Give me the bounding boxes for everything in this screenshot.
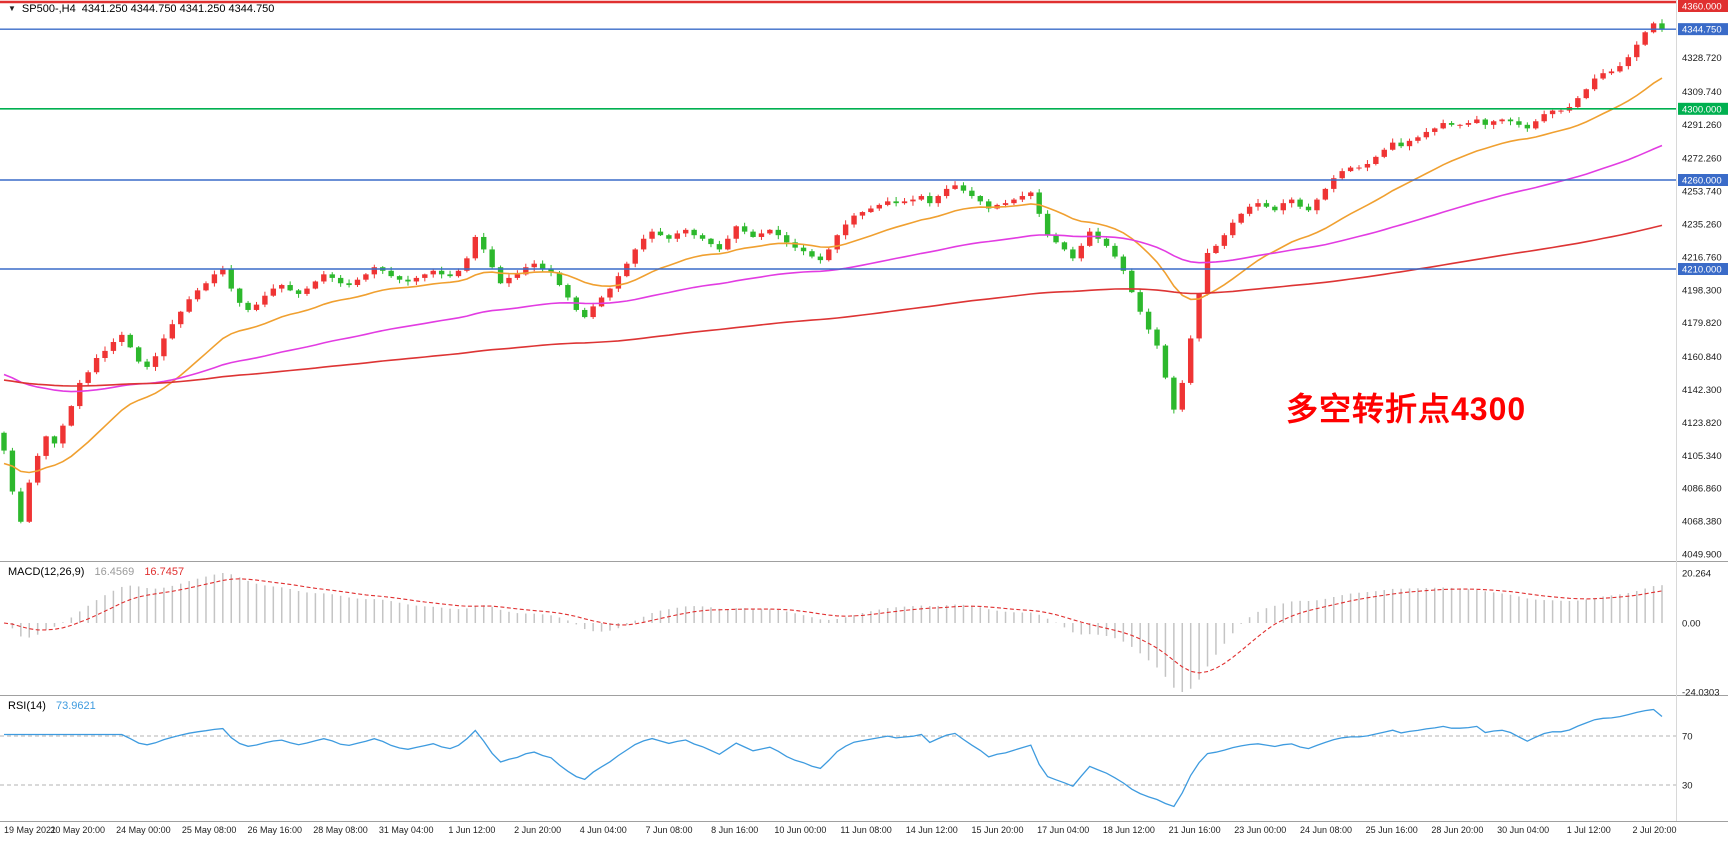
svg-text:23 Jun 00:00: 23 Jun 00:00 (1234, 825, 1286, 835)
macd-main-value: 16.4569 (94, 566, 135, 578)
svg-text:14 Jun 12:00: 14 Jun 12:00 (906, 825, 958, 835)
svg-text:4344.750: 4344.750 (1682, 25, 1722, 36)
svg-text:4328.720: 4328.720 (1682, 53, 1722, 64)
svg-text:4291.260: 4291.260 (1682, 120, 1722, 131)
svg-text:4105.340: 4105.340 (1682, 451, 1722, 462)
svg-text:20.264: 20.264 (1682, 569, 1711, 580)
price-axis-labels: 4328.720 4309.740 4291.260 4272.260 4253.740… (1682, 53, 1722, 560)
indicator-axis-labels: 20.264 0.00 -24.0303 70 30 (1682, 569, 1720, 792)
svg-text:2 Jun 20:00: 2 Jun 20:00 (514, 825, 561, 835)
svg-text:17 Jun 04:00: 17 Jun 04:00 (1037, 825, 1089, 835)
svg-text:4253.740: 4253.740 (1682, 187, 1722, 198)
svg-text:70: 70 (1682, 732, 1693, 743)
svg-text:19 May 2021: 19 May 2021 (4, 825, 56, 835)
ma-slow-line (3, 224, 1663, 387)
svg-text:4309.740: 4309.740 (1682, 87, 1722, 98)
svg-text:20 May 20:00: 20 May 20:00 (50, 825, 105, 835)
svg-text:4272.260: 4272.260 (1682, 154, 1722, 165)
svg-text:28 Jun 20:00: 28 Jun 20:00 (1431, 825, 1483, 835)
svg-text:26 May 16:00: 26 May 16:00 (248, 825, 303, 835)
svg-text:1 Jun 12:00: 1 Jun 12:00 (448, 825, 495, 835)
svg-text:4235.260: 4235.260 (1682, 220, 1722, 231)
svg-text:8 Jun 16:00: 8 Jun 16:00 (711, 825, 758, 835)
svg-text:4086.860: 4086.860 (1682, 484, 1722, 495)
svg-text:1 Jul 12:00: 1 Jul 12:00 (1567, 825, 1611, 835)
svg-text:4068.380: 4068.380 (1682, 517, 1722, 528)
svg-text:4216.760: 4216.760 (1682, 252, 1722, 263)
svg-text:4142.300: 4142.300 (1682, 385, 1722, 396)
svg-text:25 Jun 16:00: 25 Jun 16:00 (1366, 825, 1418, 835)
level-lines (0, 0, 1677, 270)
svg-text:0.00: 0.00 (1682, 619, 1701, 630)
symbol-period-label: SP500-,H4 (21, 3, 76, 15)
macd-indicator-label: MACD(12,26,9) 16.4569 16.7457 (8, 566, 191, 578)
svg-text:28 May 08:00: 28 May 08:00 (313, 825, 368, 835)
rsi-line (4, 708, 1663, 808)
symbol-info: ▼ SP500-,H4 4341.250 4344.750 4341.250 4… (8, 3, 274, 15)
svg-text:30 Jun 04:00: 30 Jun 04:00 (1497, 825, 1549, 835)
candles (1, 19, 1665, 524)
svg-text:31 May 04:00: 31 May 04:00 (379, 825, 434, 835)
svg-text:4198.300: 4198.300 (1682, 285, 1722, 296)
svg-text:24 Jun 08:00: 24 Jun 08:00 (1300, 825, 1352, 835)
svg-text:4 Jun 04:00: 4 Jun 04:00 (580, 825, 627, 835)
svg-text:4179.820: 4179.820 (1682, 318, 1722, 329)
macd-signal-value: 16.7457 (144, 566, 185, 578)
collapse-icon[interactable]: ▼ (8, 4, 16, 13)
svg-text:-24.0303: -24.0303 (1682, 688, 1720, 699)
ma-mid-line (3, 144, 1663, 393)
svg-text:2 Jul 20:00: 2 Jul 20:00 (1632, 825, 1676, 835)
svg-text:10 Jun 00:00: 10 Jun 00:00 (774, 825, 826, 835)
svg-text:30: 30 (1682, 781, 1693, 792)
rsi-value: 73.9621 (55, 700, 96, 712)
svg-text:4260.000: 4260.000 (1682, 176, 1722, 187)
symbol-ohlc-values: 4341.250 4344.750 4341.250 4344.750 (81, 3, 275, 15)
svg-text:18 Jun 12:00: 18 Jun 12:00 (1103, 825, 1155, 835)
svg-text:4160.840: 4160.840 (1682, 352, 1722, 363)
price-level-chips: 4360.000 4344.750 4300.000 4260.000 4210.000 (1678, 0, 1728, 276)
macd-signal-line (3, 578, 1663, 674)
annotation-text: 多空转折点4300 (1286, 391, 1527, 427)
svg-text:4210.000: 4210.000 (1682, 265, 1722, 276)
svg-text:21 Jun 16:00: 21 Jun 16:00 (1169, 825, 1221, 835)
svg-text:15 Jun 20:00: 15 Jun 20:00 (971, 825, 1023, 835)
svg-text:4300.000: 4300.000 (1682, 104, 1722, 115)
svg-text:11 Jun 08:00: 11 Jun 08:00 (840, 825, 891, 835)
svg-text:4360.000: 4360.000 (1682, 2, 1722, 13)
svg-text:4049.900: 4049.900 (1682, 550, 1722, 561)
ma-fast-line (3, 77, 1663, 474)
rsi-name: RSI(14) (8, 700, 46, 712)
svg-text:4123.820: 4123.820 (1682, 418, 1722, 429)
rsi-indicator-label: RSI(14) 73.9621 (8, 700, 103, 712)
macd-histogram (11, 573, 1663, 692)
svg-text:25 May 08:00: 25 May 08:00 (182, 825, 237, 835)
macd-name: MACD(12,26,9) (8, 566, 85, 578)
svg-text:24 May 00:00: 24 May 00:00 (116, 825, 171, 835)
svg-text:7 Jun 08:00: 7 Jun 08:00 (645, 825, 692, 835)
